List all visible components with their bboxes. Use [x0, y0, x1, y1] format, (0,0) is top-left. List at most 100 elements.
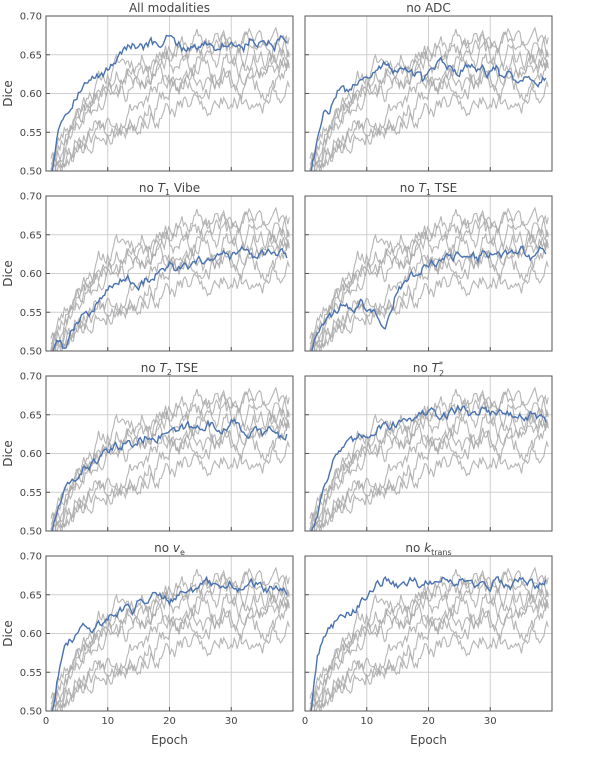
background-series-line — [50, 599, 290, 711]
x-axis-label: Epoch — [410, 733, 447, 747]
y-tick-label: 0.70 — [20, 552, 42, 563]
panel-5: 0.50 0.55 0.60 0.65 0.70 no T2 TSE Dice — [1, 361, 294, 538]
background-series-line — [50, 439, 290, 531]
panel-1: 0.50 0.55 0.60 0.65 0.70 All modalities Dice — [1, 1, 294, 178]
x-tick-label: 20 — [422, 716, 435, 727]
highlight-series-line — [310, 575, 547, 711]
background-series-line — [309, 439, 549, 531]
y-tick-label: 0.60 — [20, 269, 42, 280]
y-tick-label: 0.55 — [20, 128, 42, 139]
x-tick-label: 30 — [484, 716, 497, 727]
panel-title: no ve — [154, 541, 185, 557]
background-series-line — [50, 27, 290, 165]
background-series-line — [309, 619, 549, 711]
background-series-line — [309, 243, 549, 351]
background-series-line — [309, 419, 549, 531]
background-series-line — [50, 567, 290, 705]
panel-title: no T1 TSE — [400, 181, 458, 197]
highlight-series-line — [51, 575, 288, 711]
background-series-line — [50, 233, 290, 351]
x-tick-label: 0 — [43, 716, 49, 727]
background-series-line — [309, 567, 549, 705]
background-series-line — [50, 59, 290, 171]
background-series-line — [309, 574, 549, 705]
panel-title: no T1 Vibe — [139, 181, 200, 197]
y-tick-label: 0.65 — [20, 410, 42, 421]
x-tick-label: 10 — [101, 716, 114, 727]
background-series-line — [50, 413, 290, 531]
y-tick-label: 0.70 — [20, 192, 42, 203]
y-tick-label: 0.50 — [20, 527, 42, 538]
highlight-series-line — [311, 245, 547, 351]
background-series-line — [50, 34, 290, 165]
highlight-series-line — [52, 245, 288, 351]
background-series-line — [309, 79, 549, 171]
panel-title: no T* 2 — [413, 360, 444, 378]
background-series-line — [50, 259, 290, 351]
background-series-line — [50, 63, 290, 171]
background-series-line — [50, 574, 290, 705]
highlight-series-line — [310, 56, 547, 171]
y-tick-label: 0.60 — [20, 89, 42, 100]
x-axis-label: Epoch — [151, 733, 188, 747]
background-series-line — [309, 599, 549, 711]
highlight-series-line — [51, 34, 288, 171]
background-series-line — [309, 423, 549, 531]
background-series-line — [50, 593, 290, 711]
y-tick-label: 0.50 — [20, 167, 42, 178]
y-tick-label: 0.50 — [20, 707, 42, 718]
x-tick-label: 30 — [225, 716, 238, 727]
y-tick-label: 0.55 — [20, 668, 42, 679]
y-tick-label: 0.70 — [20, 372, 42, 383]
background-series-line — [50, 207, 290, 345]
highlight-series-line — [51, 418, 288, 531]
background-series-line — [50, 79, 290, 171]
background-series-line — [309, 603, 549, 711]
background-series-line — [50, 423, 290, 531]
background-series-line — [50, 214, 290, 345]
panel-title: All modalities — [129, 1, 210, 15]
panel-6: no T* 2 — [304, 360, 553, 532]
y-axis-label: Dice — [1, 620, 15, 647]
y-axis-label: Dice — [1, 80, 15, 107]
y-tick-label: 0.60 — [20, 449, 42, 460]
background-series-line — [309, 259, 549, 351]
background-series-line — [50, 387, 290, 525]
background-series-line — [309, 214, 549, 345]
y-tick-label: 0.60 — [20, 629, 42, 640]
background-series-line — [50, 239, 290, 351]
x-tick-label: 20 — [163, 716, 176, 727]
highlight-series-line — [310, 404, 547, 531]
y-tick-label: 0.50 — [20, 347, 42, 358]
x-tick-label: 10 — [360, 716, 373, 727]
background-series-line — [309, 63, 549, 171]
panel-3: 0.50 0.55 0.60 0.65 0.70 no T1 Vibe Dice — [1, 181, 294, 358]
y-tick-label: 0.65 — [20, 590, 42, 601]
background-series-line — [309, 27, 549, 165]
panel-8: 0 10 20 30 no ktrans Epoch — [302, 541, 553, 747]
background-series-line — [309, 413, 549, 531]
panel-4: no T1 TSE — [304, 181, 553, 352]
y-tick-label: 0.55 — [20, 488, 42, 499]
background-series-line — [309, 394, 549, 525]
panel-2: no ADC — [304, 1, 553, 172]
y-axis-label: Dice — [1, 440, 15, 467]
background-series-line — [50, 603, 290, 711]
background-series-line — [309, 34, 549, 165]
background-series-line — [309, 239, 549, 351]
background-series-line — [50, 419, 290, 531]
background-series-line — [309, 593, 549, 711]
background-series-line — [309, 207, 549, 345]
y-tick-label: 0.65 — [20, 50, 42, 61]
background-series-line — [50, 243, 290, 351]
panel-title: no ktrans — [405, 541, 451, 557]
background-series-line — [309, 59, 549, 171]
y-tick-label: 0.55 — [20, 308, 42, 319]
panel-title: no T2 TSE — [141, 361, 199, 377]
panel-7: 0.50 0.55 0.60 0.65 0.70 0 10 20 30 no ve Dice Epoc… — [1, 541, 294, 747]
x-tick-label: 0 — [302, 716, 308, 727]
y-tick-label: 0.65 — [20, 230, 42, 241]
panel-title: no ADC — [406, 1, 451, 15]
background-series-line — [50, 53, 290, 171]
